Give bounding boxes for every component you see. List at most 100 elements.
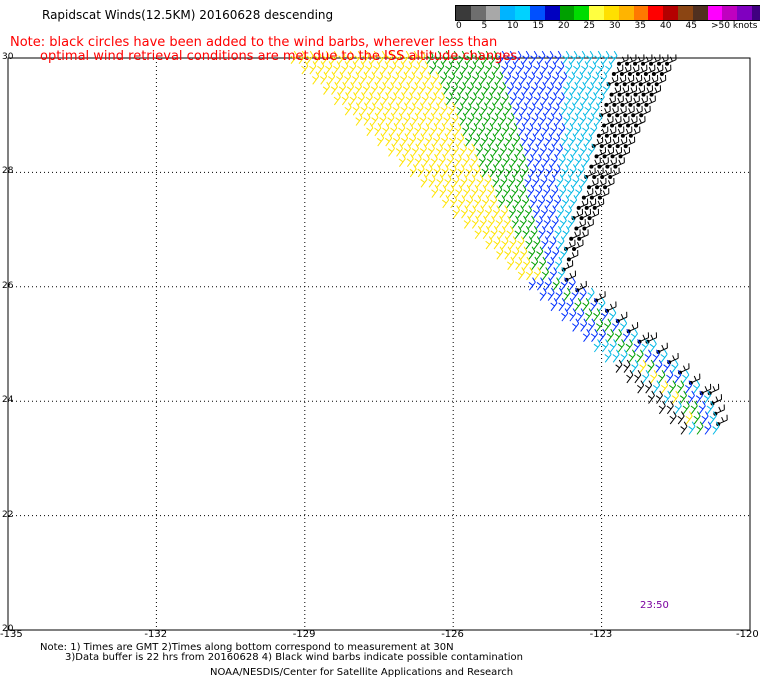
plot-title: Rapidscat Winds(12.5KM) 20160628 descend… [42, 8, 334, 22]
wind-barb [551, 71, 560, 85]
wind-barb [406, 122, 414, 137]
wind-barb [544, 277, 552, 291]
wind-barb [491, 112, 499, 126]
wind-barb [569, 229, 581, 241]
wind-barb [597, 92, 605, 106]
wind-barb [584, 198, 597, 210]
wind-barb [416, 133, 425, 147]
wind-barb [650, 370, 658, 384]
legend-swatch [677, 6, 693, 20]
wind-barb [301, 61, 309, 75]
wind-barb [392, 102, 400, 116]
wind-barb [469, 61, 477, 75]
wind-barb [421, 61, 429, 75]
wind-barb [518, 153, 526, 167]
wind-barb [355, 112, 363, 126]
wind-barb [363, 112, 371, 126]
wind-barb [587, 208, 600, 221]
wind-barb [564, 205, 572, 219]
wind-barb [639, 359, 647, 373]
wind-barb [311, 71, 320, 85]
wind-barb [615, 105, 627, 118]
credit-line: NOAA/NESDIS/Center for Satellite Applica… [210, 667, 514, 678]
wind-barb [587, 143, 595, 157]
wind-barb [526, 122, 534, 137]
lon-label: -126 [441, 629, 464, 640]
wind-barb [338, 81, 346, 95]
wind-barb [704, 421, 712, 435]
wind-barb [549, 61, 557, 75]
wind-barb [562, 225, 570, 240]
wind-barb [424, 102, 432, 116]
wind-barb [550, 153, 558, 167]
wind-barb [544, 246, 552, 260]
wind-barb [589, 188, 602, 200]
wind-barb [603, 177, 615, 190]
wind-barb [439, 71, 448, 85]
wind-barb [513, 164, 521, 178]
wind-barb [557, 92, 565, 106]
wind-barb [554, 81, 562, 95]
wind-barb [553, 195, 562, 209]
wind-barb [613, 157, 625, 169]
wind-barb [479, 71, 488, 85]
wind-barb [597, 188, 610, 200]
wind-barb [484, 174, 492, 188]
wind-barb [551, 215, 559, 229]
wind-barb [619, 318, 628, 332]
wind-barb [539, 143, 547, 157]
wind-barb [547, 287, 555, 301]
wind-barb [633, 54, 645, 66]
wind-barb [541, 61, 549, 75]
wind-barb [330, 81, 338, 95]
plot-frame [7, 57, 751, 631]
wind-barb [460, 205, 468, 219]
wind-barb [554, 256, 563, 270]
wind-barb [563, 287, 571, 301]
wind-barb [437, 92, 445, 106]
wind-barb [411, 143, 419, 157]
wind-barb [589, 157, 601, 169]
wind-barb [379, 112, 387, 126]
wind-barb [515, 112, 523, 126]
wind-barb [459, 112, 467, 126]
wind-barb [391, 71, 400, 85]
wind-barb [510, 153, 518, 167]
wind-barb [493, 236, 501, 250]
wind-barb [647, 390, 655, 404]
wind-barb [560, 102, 568, 116]
wind-barb [542, 122, 550, 137]
wind-barb [647, 359, 655, 373]
wind-barb [582, 153, 590, 167]
wind-barb [365, 92, 373, 106]
wind-barb [452, 174, 460, 188]
wind-barb [685, 411, 693, 425]
wind-barb [362, 81, 370, 95]
wind-barb [567, 71, 576, 85]
wind-barb [581, 188, 594, 200]
wind-barb [521, 195, 530, 209]
wind-barb [466, 81, 474, 95]
wind-barb [508, 174, 516, 188]
wind-barb [582, 219, 594, 231]
wind-barb [515, 143, 523, 157]
legend-label: 5 [481, 21, 488, 31]
wind-barb [427, 143, 435, 157]
wind-barb [674, 370, 682, 384]
wind-barb [698, 400, 706, 415]
wind-barb [654, 74, 667, 87]
wind-barb [425, 164, 433, 178]
wind-barb [593, 308, 601, 322]
wind-barb [376, 133, 385, 147]
wind-barb [471, 215, 479, 229]
wind-barb [431, 71, 440, 85]
wind-barb [551, 184, 559, 198]
legend-swatch [707, 6, 723, 20]
wind-barb [577, 229, 589, 241]
wind-barb [477, 61, 485, 75]
wind-barb [507, 143, 515, 157]
wind-barb [580, 174, 588, 188]
wind-barb [521, 164, 529, 178]
wind-barb [487, 71, 496, 85]
